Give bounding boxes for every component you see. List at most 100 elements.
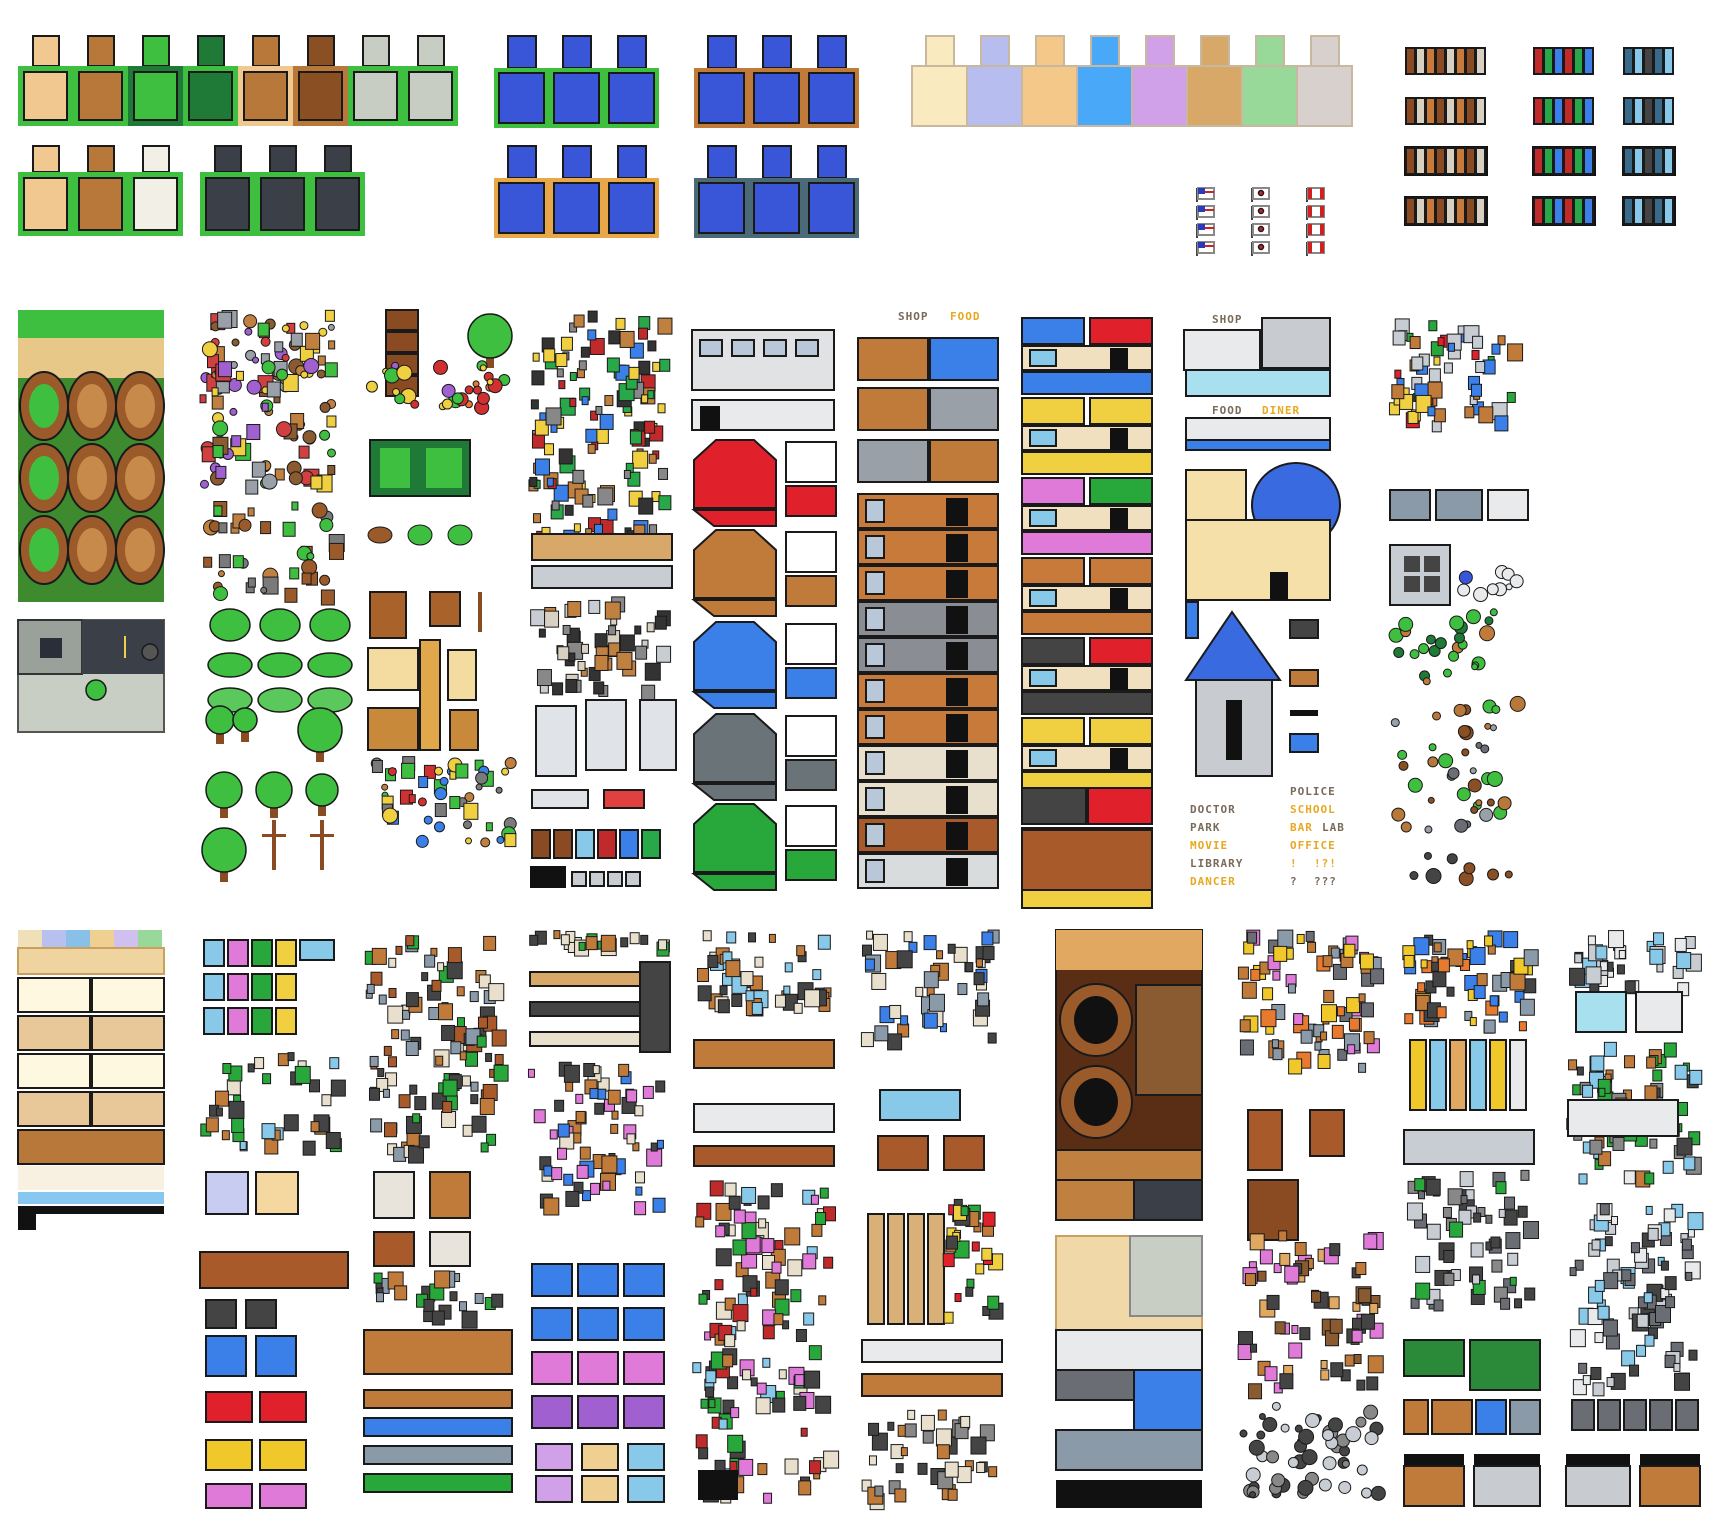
garage-door-icon [908,941,918,953]
crystal-icon [1331,1024,1344,1039]
bookshelf-icon [493,1064,509,1082]
sign-movie: MOVIE [1190,839,1229,852]
door-icon [1633,197,1644,225]
bush-icon [209,608,251,642]
flag-icon [504,757,517,770]
crop-icon [228,1100,245,1119]
roof-icon [619,330,635,348]
trunk [220,868,228,882]
door-icon [1475,97,1486,125]
door-icon [1533,197,1544,225]
window [865,787,885,811]
sofa-icon [218,522,228,534]
bookshelf-icon [387,1005,404,1024]
church-icon [580,643,589,654]
bookshelf-icon [943,1135,985,1171]
sofa-icon [388,957,397,968]
grass-edge-tile-icon [578,941,586,951]
window [203,973,225,1001]
door-icon [1563,47,1574,75]
flag-icon [486,378,494,386]
roof-side [785,667,837,699]
floor-swatch-icon [608,330,621,345]
floor-swatch-icon [1035,35,1065,67]
roof-icon [1404,1013,1414,1025]
dome-icon [1477,1206,1486,1217]
church-icon [1184,610,1282,681]
grass-edge-tile-icon [533,513,542,524]
window [1029,669,1057,687]
roof-icon [857,439,929,483]
church-icon [939,1023,947,1033]
sofa-icon [414,1096,427,1111]
sign-mark-4: ??? [1314,875,1337,888]
doorway [1110,588,1128,610]
computer-icon [1390,718,1400,728]
plaza-tile [1424,556,1440,572]
water-tile-icon [753,182,800,234]
bush-icon [476,1035,487,1048]
window-band [1185,369,1331,397]
grass-edge-tile-icon [32,145,60,173]
shutter [1021,787,1087,825]
church-icon [657,403,666,414]
door-icon [1405,97,1416,125]
dome-icon [1611,1216,1619,1226]
rock-icon [461,1310,478,1329]
tree-icon [449,1291,458,1302]
roof-icon [592,1065,600,1075]
roof-icon [1294,1242,1307,1257]
flag-icon [423,815,433,825]
rug-icon [1448,650,1460,662]
tree-icon [205,771,243,809]
rug-icon [627,1475,665,1503]
grass-edge-tile-icon [551,500,560,511]
grass-edge-tile-icon [533,1109,546,1124]
bush-icon [594,523,604,535]
flag-icon [394,1285,408,1301]
church-icon [810,1194,819,1205]
church-icon [782,1320,790,1330]
dome-icon [1288,1058,1303,1075]
signpost-icon [1370,1485,1386,1501]
crystal-icon [1464,406,1475,419]
door-icon [1653,47,1664,75]
water-tile-icon [982,1211,996,1227]
door-icon [1425,197,1436,225]
rock-icon [1472,1274,1481,1285]
flag-icon [1489,724,1497,732]
crop-icon [1367,1355,1384,1374]
bush-icon [729,1460,738,1471]
door-icon [1405,147,1416,175]
tree-icon [714,1279,724,1291]
door-icon [1533,147,1544,175]
signpost-icon [649,524,658,535]
wall-panel [17,1053,91,1089]
doorway [946,534,968,562]
crop-icon [385,309,419,331]
door-icon [1633,147,1644,175]
water-tile-icon [817,35,847,69]
rock-icon [257,322,270,337]
rug-icon [581,1443,619,1471]
water-tile-icon [1491,704,1501,714]
pillar [1489,1039,1507,1111]
floor-swatch-icon [722,1399,735,1414]
building-facade-icon [1185,417,1331,441]
bush-icon [407,524,433,546]
door-icon [261,1123,276,1140]
floor-swatch-icon [282,521,296,537]
flag-canton [1198,242,1205,248]
grass-edge-tile-icon [462,1124,473,1137]
doorway [946,570,968,598]
cliff-icon [754,956,764,968]
bed-icon [1239,1019,1251,1033]
bush-icon [288,471,303,486]
floor-swatch-icon [203,556,213,568]
bush-icon [259,608,301,642]
crystal-icon [306,552,315,561]
bed-icon [705,1370,717,1384]
signpost-icon [369,1055,379,1067]
rug-icon [535,1443,573,1471]
church-icon [887,1421,895,1431]
